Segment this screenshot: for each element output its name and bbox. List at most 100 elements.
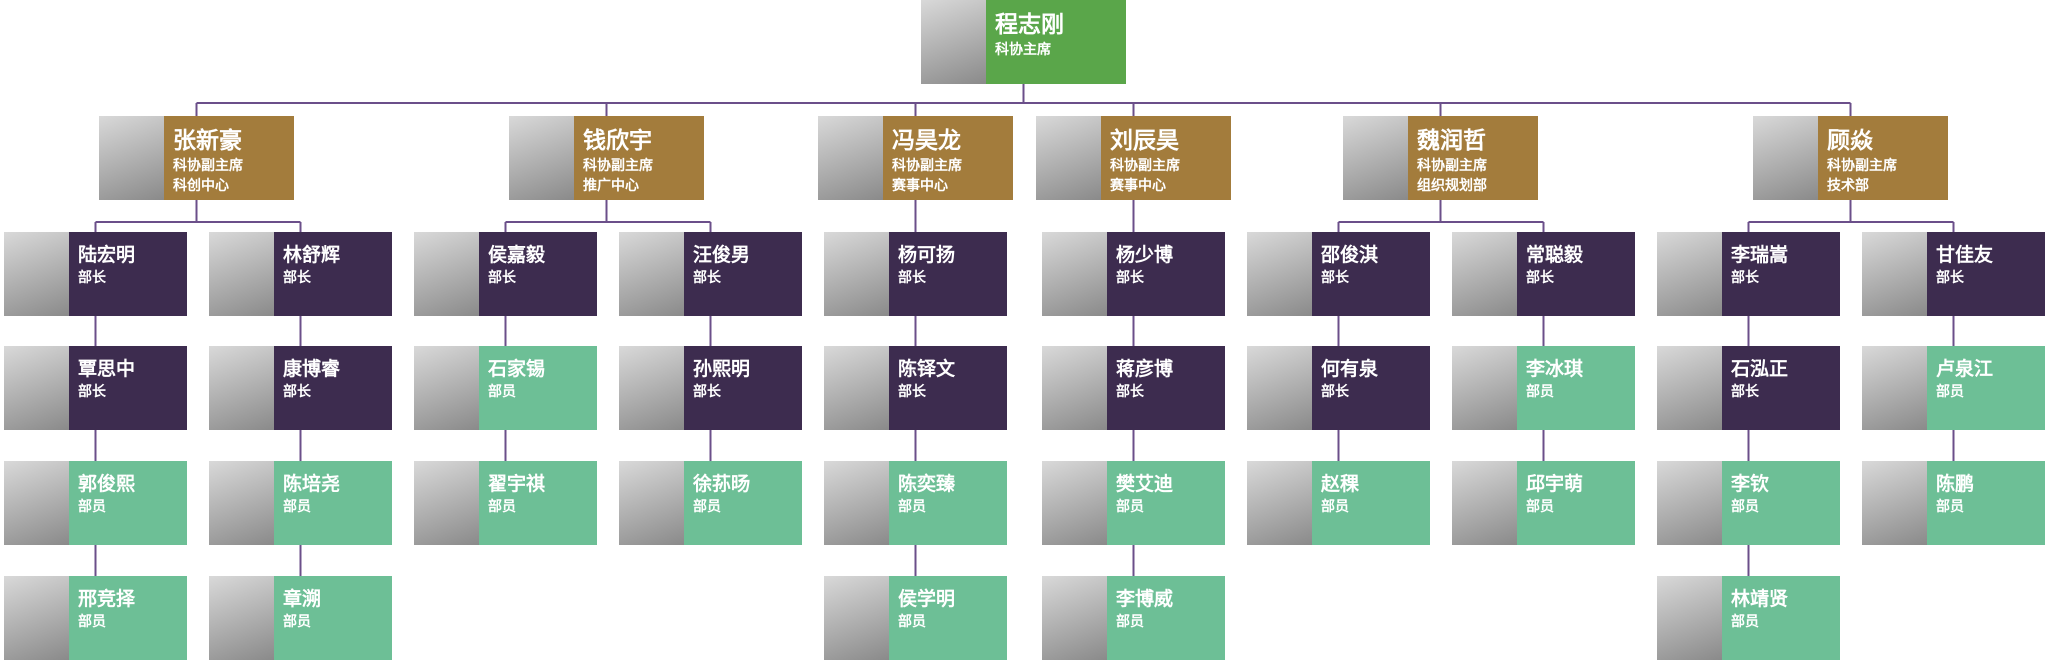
role: 部员 xyxy=(898,614,926,630)
person-card: 翟宇祺 部员 xyxy=(414,461,597,545)
name: 刘辰昊 xyxy=(1110,128,1179,154)
name: 章溯 xyxy=(283,588,322,610)
photo xyxy=(619,232,684,316)
role: 推广中心 xyxy=(583,178,639,194)
role: 部员 xyxy=(1731,614,1759,630)
card-body: 樊艾迪 部员 xyxy=(1107,461,1225,545)
name: 汪俊男 xyxy=(693,244,751,266)
card-body: 郭俊熙 部员 xyxy=(69,461,187,545)
role: 部长 xyxy=(78,270,106,286)
name: 李冰琪 xyxy=(1526,358,1584,380)
role: 部长 xyxy=(898,270,926,286)
person-card: 郭俊熙 部员 xyxy=(4,461,187,545)
role: 部员 xyxy=(78,499,106,515)
card-body: 赵稞 部员 xyxy=(1312,461,1430,545)
card-body: 程志刚 科协主席 xyxy=(986,0,1126,84)
person-card: 刘辰昊 科协副主席 赛事中心 xyxy=(1036,116,1231,200)
name: 邢竞择 xyxy=(78,588,136,610)
name: 杨可扬 xyxy=(898,244,956,266)
card-body: 侯嘉毅 部长 xyxy=(479,232,597,316)
card-body: 钱欣宇 科协副主席 推广中心 xyxy=(574,116,704,200)
role: 部长 xyxy=(1321,270,1349,286)
name: 钱欣宇 xyxy=(583,128,652,154)
name: 樊艾迪 xyxy=(1116,473,1174,495)
photo xyxy=(414,232,479,316)
photo xyxy=(209,461,274,545)
person-card: 张新豪 科协副主席 科创中心 xyxy=(99,116,294,200)
card-body: 张新豪 科协副主席 科创中心 xyxy=(164,116,294,200)
role: 部长 xyxy=(1116,384,1144,400)
photo xyxy=(1862,461,1927,545)
photo xyxy=(4,576,69,660)
photo xyxy=(4,232,69,316)
name: 石家锡 xyxy=(488,358,546,380)
role: 部长 xyxy=(1321,384,1349,400)
person-card: 蒋彦博 部长 xyxy=(1042,346,1225,430)
card-body: 康博睿 部长 xyxy=(274,346,392,430)
name: 陈奕臻 xyxy=(898,473,956,495)
person-card: 李瑞嵩 部长 xyxy=(1657,232,1840,316)
card-body: 杨少博 部长 xyxy=(1107,232,1225,316)
role: 部长 xyxy=(488,270,516,286)
card-body: 汪俊男 部长 xyxy=(684,232,802,316)
photo xyxy=(1343,116,1408,200)
person-card: 程志刚 科协主席 xyxy=(921,0,1126,84)
photo xyxy=(414,346,479,430)
name: 李瑞嵩 xyxy=(1731,244,1789,266)
person-card: 陆宏明 部长 xyxy=(4,232,187,316)
person-card: 陈铎文 部长 xyxy=(824,346,1007,430)
role: 部员 xyxy=(1936,499,1964,515)
name: 蒋彦博 xyxy=(1116,358,1174,380)
card-body: 杨可扬 部长 xyxy=(889,232,1007,316)
photo xyxy=(1862,232,1927,316)
card-body: 李钦 部员 xyxy=(1722,461,1840,545)
card-body: 孙熙明 部长 xyxy=(684,346,802,430)
card-body: 石家锡 部员 xyxy=(479,346,597,430)
photo xyxy=(1042,232,1107,316)
person-card: 李钦 部员 xyxy=(1657,461,1840,545)
photo xyxy=(1452,232,1517,316)
photo xyxy=(1042,576,1107,660)
name: 甘佳友 xyxy=(1936,244,1994,266)
role: 部长 xyxy=(898,384,926,400)
card-body: 石泓正 部长 xyxy=(1722,346,1840,430)
photo xyxy=(4,461,69,545)
role: 部长 xyxy=(1731,270,1759,286)
photo xyxy=(1657,461,1722,545)
name: 卢泉江 xyxy=(1936,358,1994,380)
role: 部长 xyxy=(1731,384,1759,400)
photo xyxy=(824,461,889,545)
card-body: 李瑞嵩 部长 xyxy=(1722,232,1840,316)
name: 陈鹏 xyxy=(1936,473,1975,495)
photo xyxy=(1657,346,1722,430)
role: 部员 xyxy=(283,499,311,515)
photo xyxy=(619,346,684,430)
card-body: 陈铎文 部长 xyxy=(889,346,1007,430)
photo xyxy=(1042,346,1107,430)
photo xyxy=(1452,461,1517,545)
person-card: 常聪毅 部长 xyxy=(1452,232,1635,316)
person-card: 邵俊淇 部长 xyxy=(1247,232,1430,316)
card-body: 甘佳友 部长 xyxy=(1927,232,2045,316)
card-body: 李博威 部员 xyxy=(1107,576,1225,660)
role: 科协副主席 xyxy=(1827,158,1897,174)
name: 李钦 xyxy=(1731,473,1770,495)
name: 邱宇萌 xyxy=(1526,473,1584,495)
card-body: 魏润哲 科协副主席 组织规划部 xyxy=(1408,116,1538,200)
person-card: 何有泉 部长 xyxy=(1247,346,1430,430)
photo xyxy=(1247,461,1312,545)
role: 部员 xyxy=(693,499,721,515)
name: 陈培尧 xyxy=(283,473,341,495)
person-card: 邢竞择 部员 xyxy=(4,576,187,660)
name: 陈铎文 xyxy=(898,358,956,380)
card-body: 翟宇祺 部员 xyxy=(479,461,597,545)
person-card: 汪俊男 部长 xyxy=(619,232,802,316)
role: 赛事中心 xyxy=(892,178,948,194)
card-body: 林舒辉 部长 xyxy=(274,232,392,316)
name: 陆宏明 xyxy=(78,244,136,266)
person-card: 徐荪旸 部员 xyxy=(619,461,802,545)
photo xyxy=(824,232,889,316)
photo xyxy=(1452,346,1517,430)
person-card: 石家锡 部员 xyxy=(414,346,597,430)
